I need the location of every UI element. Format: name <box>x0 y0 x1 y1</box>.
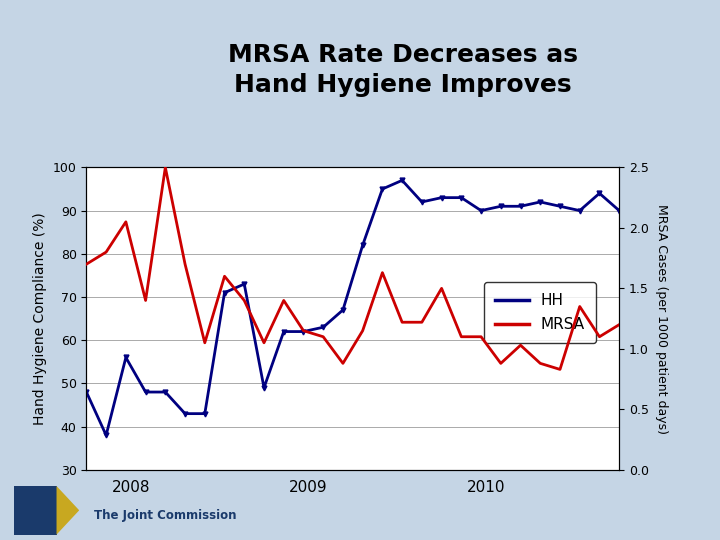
Text: The Joint Commission: The Joint Commission <box>94 509 236 522</box>
Text: MRSA Rate Decreases as
Hand Hygiene Improves: MRSA Rate Decreases as Hand Hygiene Impr… <box>228 43 578 97</box>
Polygon shape <box>56 486 79 535</box>
Y-axis label: Hand Hygiene Compliance (%): Hand Hygiene Compliance (%) <box>33 212 48 425</box>
Legend: HH, MRSA: HH, MRSA <box>485 282 595 343</box>
Polygon shape <box>14 486 56 535</box>
Y-axis label: MRSA Cases (per 1000 patient days): MRSA Cases (per 1000 patient days) <box>655 204 668 434</box>
